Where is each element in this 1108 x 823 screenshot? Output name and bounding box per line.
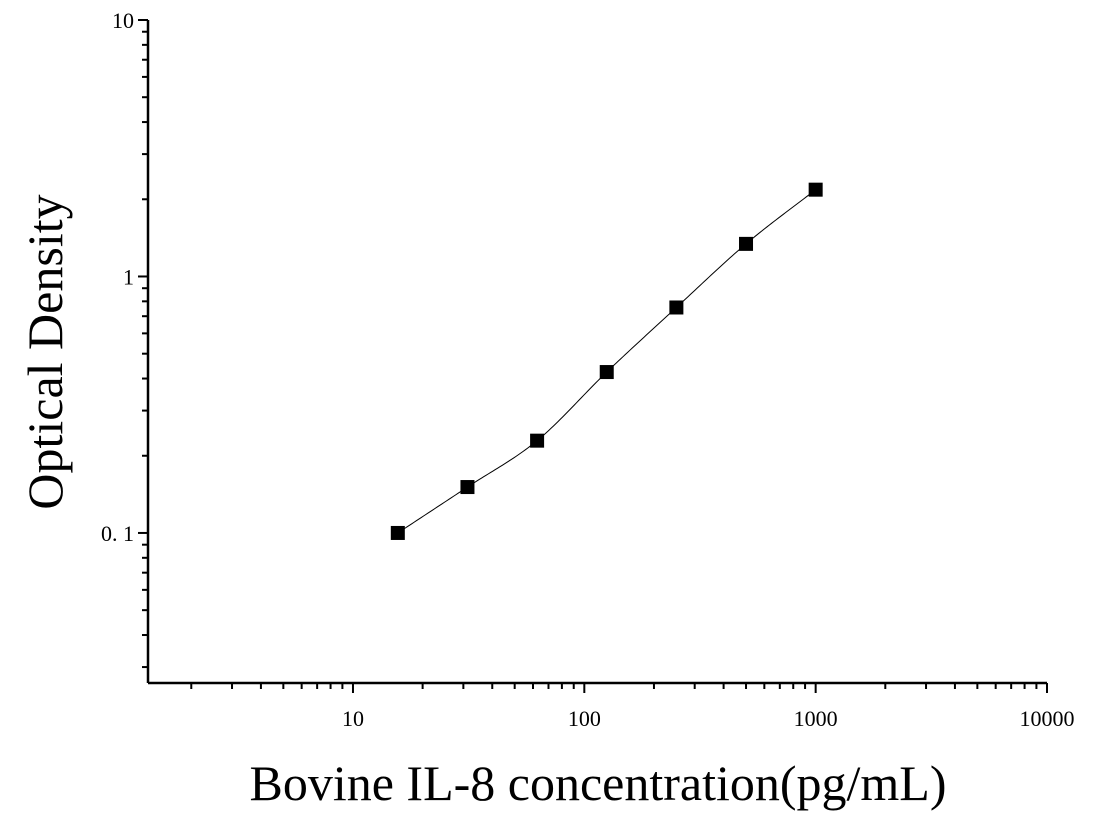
axes [146,20,1047,685]
x-tick-label: 100 [568,706,601,731]
data-point [669,300,684,315]
y-axis-ticks [138,19,148,669]
y-tick-label: 1 [123,264,134,289]
x-axis-title: Bovine IL-8 concentration(pg/mL) [250,755,947,811]
data-point [599,365,614,380]
x-tick-label: 1000 [794,706,838,731]
data-points [390,182,823,540]
data-point [390,525,405,540]
y-tick-label: 10 [112,8,134,33]
x-axis-ticks [190,683,1048,693]
data-point [739,236,754,251]
tick-labels: 10 100 1000 10000 0. 1 1 10 [101,8,1075,731]
x-tick-label: 10 [342,706,364,731]
y-axis-title: Optical Density [17,194,73,509]
data-point [460,480,475,495]
data-point [530,433,545,448]
x-tick-label: 10000 [1020,706,1075,731]
data-point [808,182,823,197]
y-tick-label: 0. 1 [101,521,134,546]
